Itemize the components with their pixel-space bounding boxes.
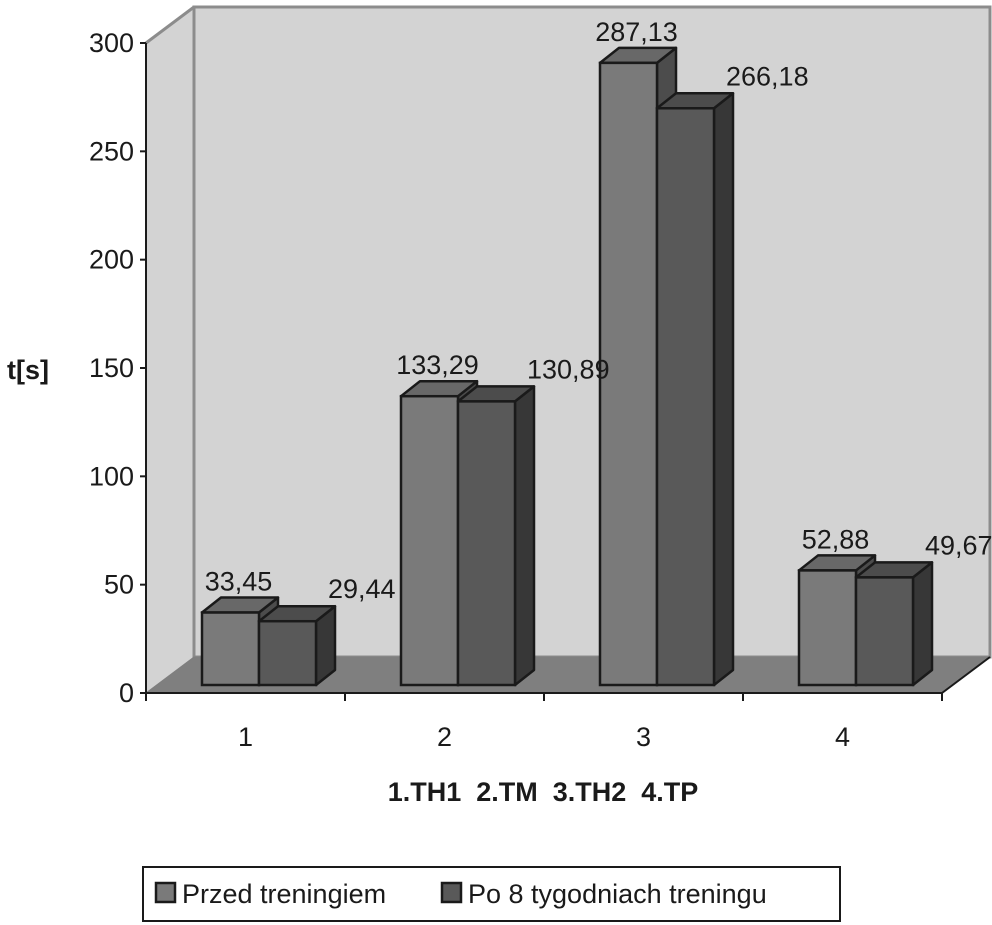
chart-walls — [144, 5, 992, 694]
data-labels: 33,45 29,44 133,29 130,89 287,13 266,18 52,88 4… — [205, 17, 992, 604]
y-axis: 0 50 100 150 200 250 300 — [89, 28, 147, 708]
data-label: 130,89 — [527, 354, 610, 384]
legend-swatch-przed-treningiem — [154, 881, 177, 904]
y-tick-label: 300 — [89, 28, 134, 58]
y-tick-label: 0 — [119, 678, 134, 708]
y-tick-label: 250 — [89, 136, 134, 166]
bar — [655, 92, 735, 687]
floor-front-edge — [941, 656, 991, 694]
bar — [854, 561, 934, 687]
bar — [257, 604, 337, 687]
bar-front — [257, 619, 318, 687]
y-tick-label: 150 — [89, 353, 134, 383]
x-tick-label: 4 — [835, 722, 850, 752]
bar-front — [598, 61, 659, 687]
x-tick-label: 2 — [437, 722, 452, 752]
x-axis: 1 2 3 4 — [145, 692, 943, 752]
y-axis-title: t[s] — [7, 355, 49, 385]
bar-front — [797, 569, 858, 687]
bar-front — [399, 394, 460, 687]
data-label: 287,13 — [595, 17, 678, 47]
data-label: 133,29 — [396, 350, 479, 380]
bar-front — [655, 107, 716, 687]
x-tick-label: 1 — [238, 722, 253, 752]
bars — [200, 46, 934, 687]
bar-front — [456, 400, 517, 687]
legend-label-przed-treningiem: Przed treningiem — [182, 879, 386, 909]
y-tick-label: 100 — [89, 461, 134, 491]
legend-label-po-8-tygodniach-treningu: Po 8 tygodniach treningu — [468, 879, 767, 909]
x-tick-label: 3 — [636, 722, 651, 752]
legend-swatch-po-8-tygodniach-treningu — [440, 881, 463, 904]
legend-box — [142, 866, 841, 922]
legend: Przed treningiem Po 8 tygodniach trening… — [142, 866, 841, 922]
data-label: 33,45 — [205, 567, 273, 597]
bar-side — [712, 92, 735, 687]
back-wall — [192, 5, 992, 659]
data-label: 29,44 — [328, 574, 396, 604]
wall-top-edge — [145, 5, 195, 45]
data-label: 52,88 — [802, 524, 870, 554]
y-tick-label: 50 — [104, 570, 134, 600]
x-axis-title: 1.TH1 2.TM 3.TH2 4.TP — [388, 777, 699, 807]
bar — [456, 385, 536, 687]
bar-front — [200, 611, 261, 687]
side-wall — [145, 6, 195, 694]
y-tick-label: 200 — [89, 245, 134, 275]
bar-side — [911, 561, 934, 687]
bar-front — [854, 576, 915, 687]
data-label: 49,67 — [925, 530, 992, 560]
bar-side — [513, 385, 536, 687]
data-label: 266,18 — [726, 61, 809, 91]
